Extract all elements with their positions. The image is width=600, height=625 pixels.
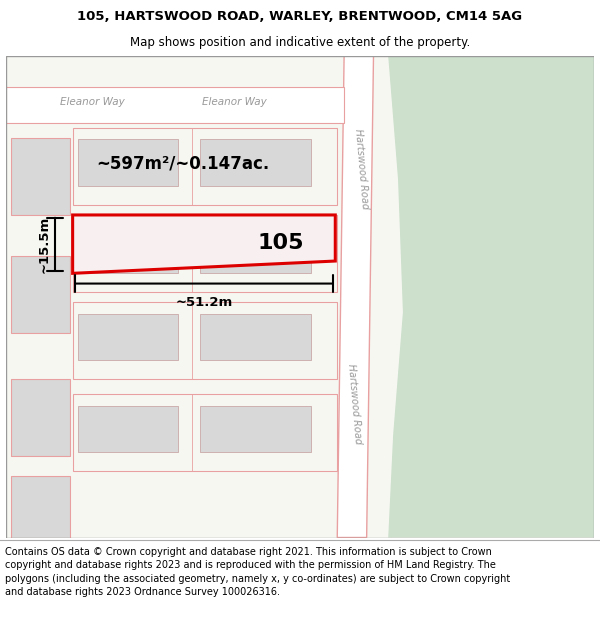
Text: ~597m²/~0.147ac.: ~597m²/~0.147ac. (96, 155, 269, 172)
Bar (77, 314, 178, 359)
Bar (200, 406, 311, 452)
Text: Eleanor Way: Eleanor Way (202, 98, 267, 107)
Bar (73, 215, 337, 292)
Text: ~15.5m: ~15.5m (38, 216, 51, 272)
Text: Hartswood Road: Hartswood Road (346, 364, 364, 445)
Bar (73, 128, 337, 205)
Bar (11, 256, 70, 332)
Bar (11, 379, 70, 456)
Polygon shape (337, 56, 374, 538)
Text: Eleanor Way: Eleanor Way (60, 98, 125, 107)
Bar (6, 87, 344, 123)
Polygon shape (388, 56, 594, 538)
Text: Map shows position and indicative extent of the property.: Map shows position and indicative extent… (130, 36, 470, 49)
Bar (73, 394, 337, 471)
Bar (77, 139, 178, 186)
Text: 105: 105 (257, 232, 304, 253)
Bar (73, 302, 337, 379)
Text: 105, HARTSWOOD ROAD, WARLEY, BRENTWOOD, CM14 5AG: 105, HARTSWOOD ROAD, WARLEY, BRENTWOOD, … (77, 11, 523, 23)
Text: Contains OS data © Crown copyright and database right 2021. This information is : Contains OS data © Crown copyright and d… (5, 548, 510, 597)
Text: ~51.2m: ~51.2m (175, 296, 233, 309)
Bar (200, 314, 311, 359)
Bar (200, 226, 311, 272)
Bar (200, 139, 311, 186)
Bar (77, 226, 178, 272)
Bar (77, 406, 178, 452)
Polygon shape (73, 215, 335, 273)
Text: Hartswood Road: Hartswood Road (353, 128, 370, 209)
Bar (11, 138, 70, 215)
Bar (11, 476, 70, 538)
